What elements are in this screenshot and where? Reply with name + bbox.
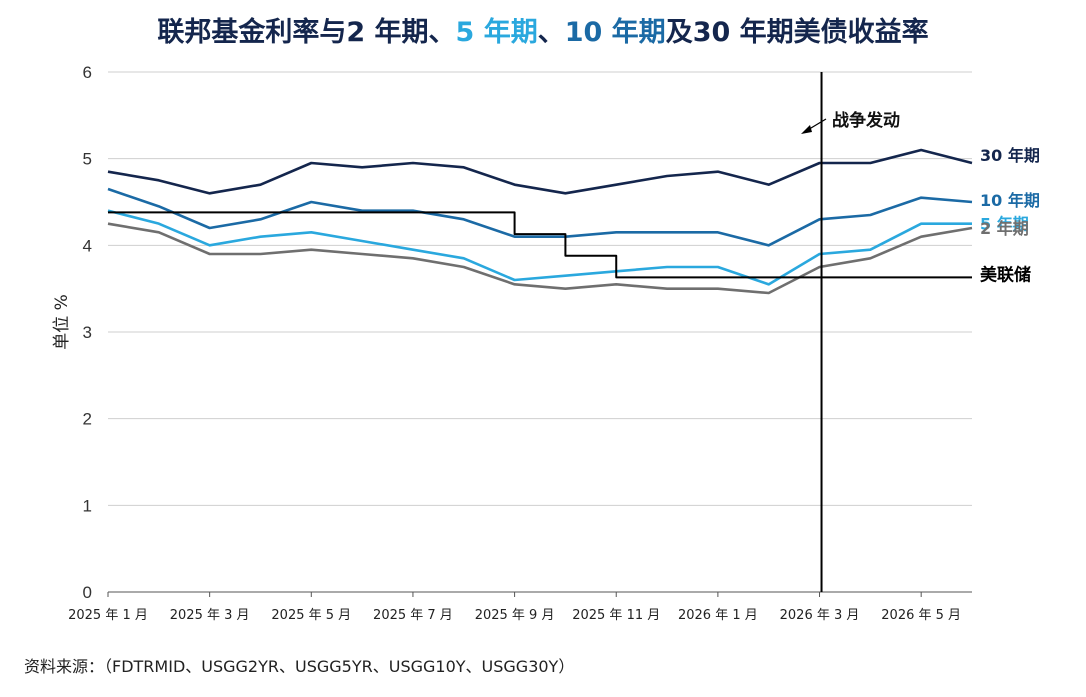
- y-tick-label: 2: [83, 410, 92, 429]
- event-label: 战争发动: [832, 110, 900, 131]
- y-tick-label: 3: [83, 323, 92, 342]
- series-line: [107, 222, 973, 295]
- title-part: 美债收益率: [793, 17, 929, 48]
- series-label: 2 年期: [980, 219, 1029, 238]
- y-axis-label: 单位 %: [52, 294, 72, 350]
- y-tick-label: 4: [83, 236, 92, 255]
- x-tick-label: 2026 年 5 月: [881, 608, 961, 623]
- series-line: [107, 209, 972, 286]
- title-part: 及: [665, 17, 693, 48]
- title-part: 2 年期: [346, 17, 429, 48]
- title-part: 5 年期: [455, 17, 538, 48]
- y-tick-label: 1: [83, 496, 92, 515]
- x-tick-label: 2026 年 3 月: [780, 608, 860, 623]
- x-tick-label: 2025 年 3 月: [170, 608, 250, 623]
- y-tick-label: 6: [83, 63, 92, 82]
- y-tick-label: 0: [83, 583, 92, 602]
- series-line: [107, 187, 973, 247]
- series-label: 30 年期: [980, 146, 1040, 165]
- chart-title: 联邦基金利率与2 年期、5 年期、10 年期及30 年期美债收益率: [0, 10, 1086, 49]
- source-note: 资料来源：（FDTRMID、USGG2YR、USGG5YR、USGG10Y、US…: [24, 657, 575, 676]
- title-part: 联邦基金利率与: [157, 17, 347, 48]
- x-tick-label: 2025 年 7 月: [373, 608, 453, 623]
- series-label: 5 年期: [980, 215, 1029, 234]
- x-tick-label: 2025 年 9 月: [475, 608, 555, 623]
- series-line: [108, 211, 972, 279]
- title-part: 、: [537, 17, 565, 48]
- x-tick-label: 2025 年 1 月: [68, 608, 148, 623]
- title-part: 30 年期: [692, 17, 794, 48]
- x-tick-label: 2025 年 11 月: [572, 608, 660, 623]
- series-label: 美联储: [980, 264, 1031, 285]
- series-line: [107, 148, 973, 195]
- event-arrowhead: [801, 125, 812, 134]
- x-tick-label: 2026 年 1 月: [678, 608, 758, 623]
- x-tick-label: 2025 年 5 月: [271, 608, 351, 623]
- y-tick-label: 5: [83, 150, 92, 169]
- title-part: 、: [428, 17, 456, 48]
- series-label: 10 年期: [980, 191, 1040, 210]
- title-part: 10 年期: [564, 17, 666, 48]
